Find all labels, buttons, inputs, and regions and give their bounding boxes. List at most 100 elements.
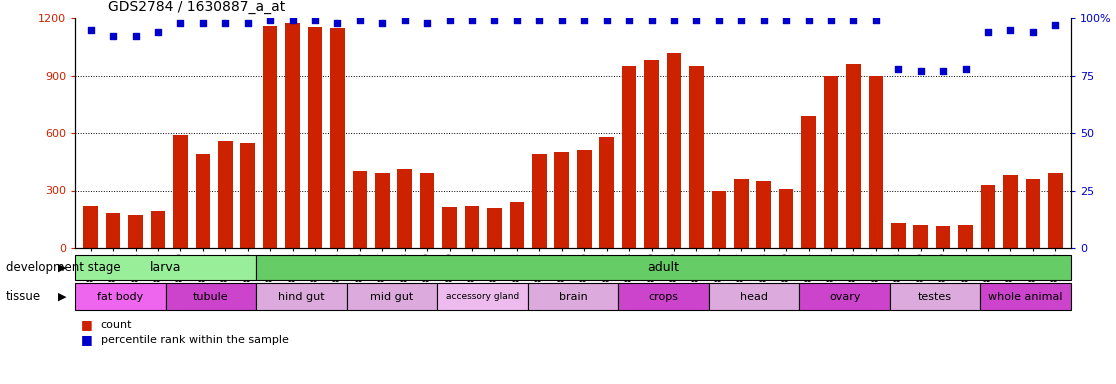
- Bar: [510, 202, 525, 248]
- Point: [934, 68, 952, 74]
- Text: brain: brain: [559, 291, 587, 301]
- Point: [889, 66, 907, 72]
- Point: [81, 26, 99, 33]
- Text: mid gut: mid gut: [371, 291, 414, 301]
- Text: ▶: ▶: [58, 263, 66, 273]
- Text: larva: larva: [150, 261, 181, 274]
- Point: [441, 17, 459, 23]
- Point: [508, 17, 526, 23]
- Text: tissue: tissue: [6, 290, 40, 303]
- Bar: [757, 181, 771, 248]
- Point: [867, 17, 885, 23]
- Bar: [165, 283, 256, 310]
- Point: [150, 29, 167, 35]
- Bar: [240, 142, 256, 248]
- Bar: [532, 154, 547, 248]
- Point: [979, 29, 997, 35]
- Bar: [347, 283, 437, 310]
- Point: [799, 17, 817, 23]
- Bar: [437, 283, 528, 310]
- Bar: [353, 171, 367, 248]
- Point: [485, 17, 503, 23]
- Bar: [528, 283, 618, 310]
- Text: ■: ■: [80, 333, 93, 346]
- Bar: [799, 283, 889, 310]
- Bar: [75, 283, 165, 310]
- Bar: [1003, 175, 1018, 248]
- Bar: [779, 189, 793, 248]
- Text: count: count: [100, 320, 132, 330]
- Point: [687, 17, 705, 23]
- Bar: [106, 212, 121, 248]
- Point: [732, 17, 750, 23]
- Point: [575, 17, 593, 23]
- Text: fat body: fat body: [97, 291, 143, 301]
- Point: [822, 17, 840, 23]
- Text: percentile rank within the sample: percentile rank within the sample: [100, 335, 289, 345]
- Bar: [195, 154, 210, 248]
- Bar: [75, 255, 256, 280]
- Text: accessory gland: accessory gland: [445, 292, 519, 301]
- Bar: [375, 173, 389, 248]
- Bar: [981, 283, 1071, 310]
- Point: [552, 17, 570, 23]
- Point: [777, 17, 795, 23]
- Bar: [846, 64, 860, 248]
- Bar: [263, 26, 278, 248]
- Point: [239, 20, 257, 26]
- Bar: [936, 226, 951, 248]
- Bar: [256, 283, 347, 310]
- Text: GDS2784 / 1630887_a_at: GDS2784 / 1630887_a_at: [108, 0, 286, 14]
- Bar: [330, 28, 345, 248]
- Bar: [801, 116, 816, 248]
- Point: [754, 17, 772, 23]
- Bar: [981, 185, 995, 248]
- Bar: [709, 283, 799, 310]
- Point: [912, 68, 930, 74]
- Text: hind gut: hind gut: [278, 291, 325, 301]
- Text: ▶: ▶: [58, 291, 66, 301]
- Bar: [151, 211, 165, 248]
- Text: adult: adult: [647, 261, 680, 274]
- Point: [283, 17, 301, 23]
- Bar: [442, 207, 456, 248]
- Text: tubule: tubule: [193, 291, 229, 301]
- Text: testes: testes: [918, 291, 952, 301]
- Point: [620, 17, 638, 23]
- Point: [665, 17, 683, 23]
- Bar: [959, 225, 973, 248]
- Bar: [689, 66, 704, 248]
- Bar: [420, 173, 434, 248]
- Bar: [891, 223, 905, 248]
- Bar: [128, 215, 143, 248]
- Point: [1047, 22, 1065, 28]
- Text: ovary: ovary: [829, 291, 860, 301]
- Point: [418, 20, 436, 26]
- Bar: [913, 225, 929, 248]
- Point: [217, 20, 234, 26]
- Bar: [397, 169, 412, 248]
- Point: [530, 17, 548, 23]
- Point: [306, 17, 324, 23]
- Point: [374, 20, 392, 26]
- Point: [643, 17, 661, 23]
- Point: [104, 33, 122, 40]
- Bar: [218, 141, 232, 248]
- Bar: [644, 60, 658, 248]
- Bar: [286, 23, 300, 248]
- Bar: [889, 283, 981, 310]
- Bar: [712, 190, 727, 248]
- Point: [845, 17, 863, 23]
- Bar: [555, 152, 569, 248]
- Bar: [488, 208, 502, 248]
- Point: [172, 20, 190, 26]
- Bar: [618, 283, 709, 310]
- Point: [126, 33, 144, 40]
- Point: [598, 17, 616, 23]
- Bar: [464, 206, 480, 248]
- Text: ■: ■: [80, 318, 93, 331]
- Bar: [1026, 179, 1040, 248]
- Point: [261, 17, 279, 23]
- Bar: [824, 76, 838, 248]
- Bar: [256, 255, 1071, 280]
